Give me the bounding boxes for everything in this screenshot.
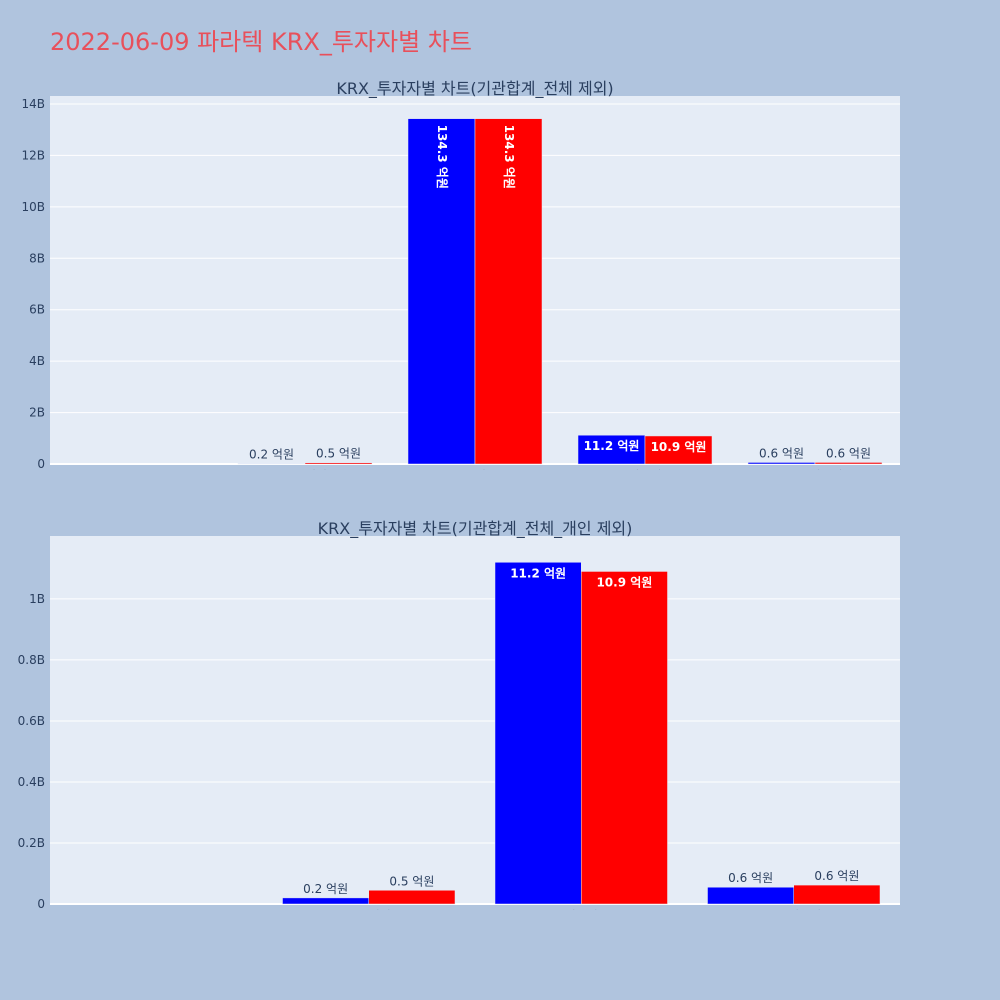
y-tick-label: 4B [29, 354, 45, 368]
data-label: 0.6 억원 [728, 871, 773, 885]
x-tick-label: 기타외국인 [787, 469, 842, 470]
data-label: 0.6 억원 [826, 446, 871, 460]
bar-sell [304, 462, 373, 465]
bar-sell [793, 884, 881, 905]
plot-area [50, 536, 900, 904]
y-tick-label: 2B [29, 406, 45, 420]
data-label: 0.5 억원 [389, 874, 434, 888]
x-tick-label: 외국인 [565, 909, 598, 910]
y-tick-label: 14B [21, 97, 45, 111]
y-tick-label: 0.6B [18, 714, 45, 728]
data-label: 10.9 억원 [651, 440, 707, 454]
bar-sell [644, 435, 713, 465]
y-tick-label: 0.8B [18, 653, 45, 667]
bar-buy [707, 886, 794, 905]
data-label: 11.2 억원 [510, 566, 566, 580]
x-tick-label: 개인 [464, 469, 486, 470]
data-label: 11.2 억원 [584, 439, 640, 453]
y-tick-label: 1B [29, 592, 45, 606]
bar-sell [368, 890, 456, 905]
data-label: 0.6 억원 [759, 446, 804, 460]
x-tick-label: 기타법인 [347, 909, 391, 910]
y-tick-label: 8B [29, 251, 45, 265]
y-tick-label: 0.2B [18, 836, 45, 850]
y-tick-label: 10B [21, 200, 45, 214]
data-label: 0.5 억원 [316, 447, 361, 461]
x-tick-label: 기타외국인 [766, 909, 821, 910]
bar-sell [814, 462, 883, 465]
chart-investor-excl-institution: 0 2B 4B 6B 8B 10B 12B 14B KRX_투자자별 차트(기관합계_전체 제외… [21, 79, 900, 470]
bar-buy [577, 434, 646, 465]
chart-title: KRX_투자자별 차트(기관합계_전체 제외) [336, 79, 613, 99]
y-tick-label: 6B [29, 303, 45, 317]
bar-buy [747, 462, 816, 465]
data-label: 134.3 억원 [502, 125, 516, 189]
chart-investor-excl-institution-individual: 0 0.2B 0.4B 0.6B 0.8B 1B KRX_투자자별 차트(기관합계_전체_개… [18, 519, 900, 910]
x-tick-label: 투신 [124, 469, 146, 470]
bar-buy [237, 463, 306, 465]
y-tick-label: 12B [21, 148, 45, 162]
x-tick-label: 외국인 [628, 469, 661, 470]
bar-buy [282, 897, 369, 905]
y-tick-label: 0 [37, 457, 45, 470]
data-label: 0.6 억원 [814, 869, 859, 883]
page-title: 2022-06-09 파라텍 KRX_투자자별 차트 [50, 28, 472, 56]
bar-sell [474, 118, 543, 465]
data-label: 134.3 억원 [435, 125, 449, 189]
data-label: 0.2 억원 [249, 447, 294, 461]
y-tick-label: 0 [37, 897, 45, 910]
y-tick-label: 0.4B [18, 775, 45, 789]
x-tick-label: 투신 [145, 909, 167, 910]
bar-sell [581, 571, 668, 905]
data-label: 0.2 억원 [303, 882, 348, 896]
chart-title: KRX_투자자별 차트(기관합계_전체_개인 제외) [318, 519, 633, 539]
x-tick-label: 기타법인 [283, 469, 327, 470]
bar-buy [494, 562, 582, 905]
bar-buy [407, 118, 476, 465]
data-label: 10.9 억원 [596, 575, 652, 589]
